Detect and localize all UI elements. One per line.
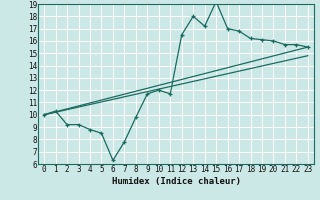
X-axis label: Humidex (Indice chaleur): Humidex (Indice chaleur): [111, 177, 241, 186]
